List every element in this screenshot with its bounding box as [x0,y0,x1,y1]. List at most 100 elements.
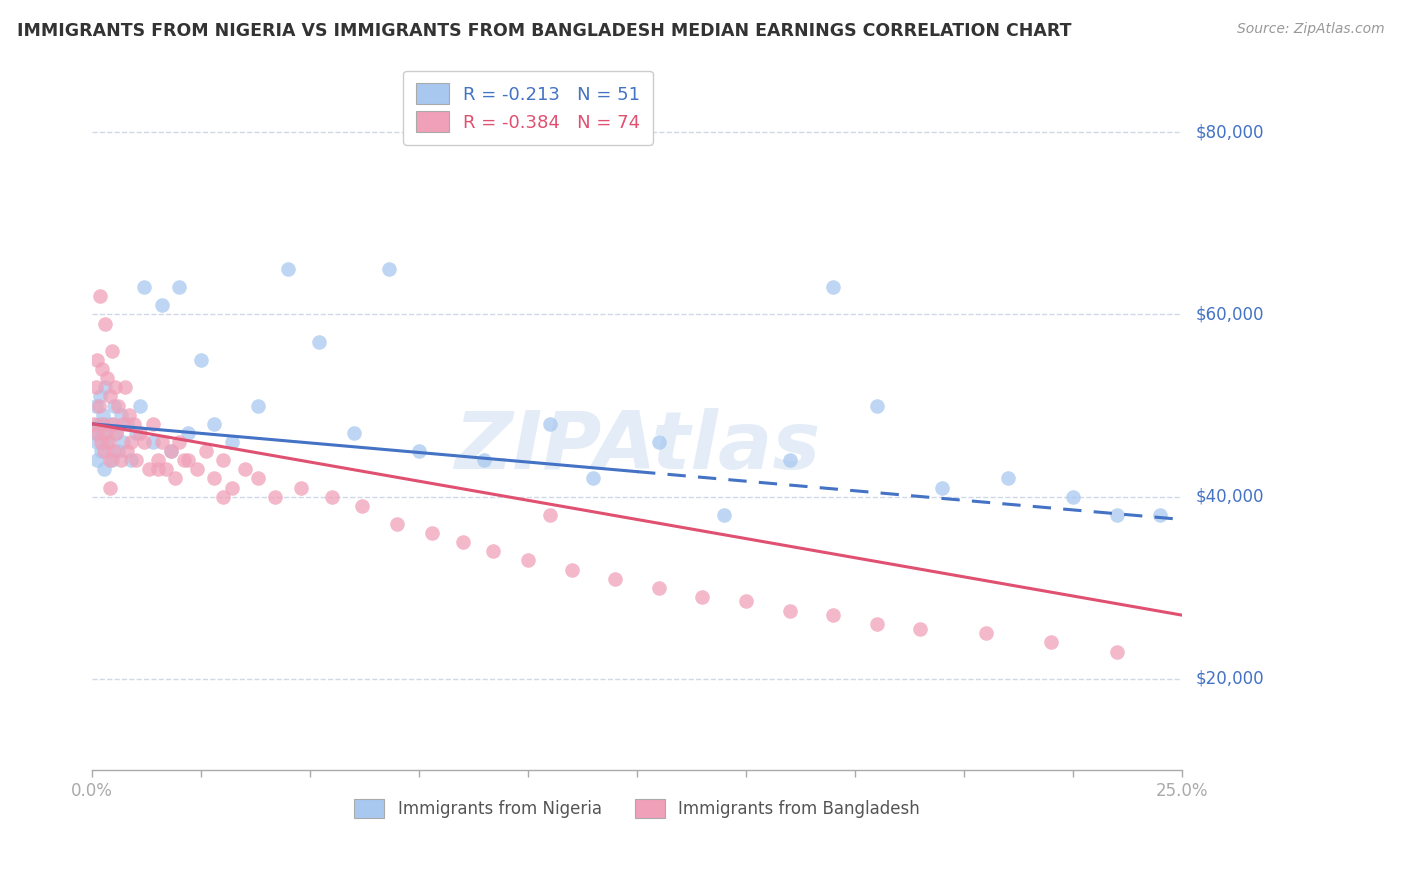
Point [134,280,156,294]
Point [105,425,128,440]
Point [177,453,200,467]
Point [451,535,474,549]
Point [142,435,165,450]
Point [93,444,115,458]
Point [138,462,160,476]
Point [387,516,409,531]
Point [83,425,105,440]
Point [605,572,627,586]
Point [120,435,142,450]
Point [111,435,134,450]
Point [186,462,208,476]
Point [84,399,107,413]
Point [97,435,120,450]
Point [101,417,124,431]
Point [352,499,374,513]
Point [125,453,148,467]
Point [125,425,148,440]
Point [177,425,200,440]
Point [474,453,496,467]
Point [111,417,134,431]
Point [582,471,605,485]
Point [107,399,129,413]
Text: $80,000: $80,000 [1197,123,1264,141]
Point [94,317,117,331]
Point [134,435,156,450]
Point [103,399,125,413]
Point [779,453,801,467]
Point [538,508,561,522]
Point [98,481,121,495]
Point [86,425,108,440]
Text: $20,000: $20,000 [1197,670,1264,688]
Point [159,444,181,458]
Point [146,453,169,467]
Point [974,626,997,640]
Point [221,481,243,495]
Point [866,399,889,413]
Text: $60,000: $60,000 [1197,305,1264,324]
Point [90,444,112,458]
Point [997,471,1019,485]
Point [377,262,399,277]
Point [212,453,235,467]
Text: Source: ZipAtlas.com: Source: ZipAtlas.com [1237,22,1385,37]
Point [89,389,111,403]
Point [420,526,443,541]
Point [142,417,165,431]
Point [648,435,671,450]
Point [823,280,845,294]
Point [118,408,141,422]
Point [90,362,112,376]
Point [264,490,287,504]
Point [87,399,110,413]
Point [931,481,953,495]
Point [1105,508,1128,522]
Point [90,425,112,440]
Point [96,435,118,450]
Point [94,380,117,394]
Point [91,408,114,422]
Point [110,453,132,467]
Point [173,453,195,467]
Point [221,435,243,450]
Point [246,399,269,413]
Text: IMMIGRANTS FROM NIGERIA VS IMMIGRANTS FROM BANGLADESH MEDIAN EARNINGS CORRELATIO: IMMIGRANTS FROM NIGERIA VS IMMIGRANTS FR… [17,22,1071,40]
Point [561,563,583,577]
Point [89,289,111,303]
Point [1040,635,1063,649]
Point [150,435,173,450]
Point [246,471,269,485]
Point [163,471,186,485]
Point [321,490,343,504]
Point [290,481,312,495]
Point [910,622,932,636]
Point [87,417,110,431]
Point [110,408,132,422]
Point [169,280,191,294]
Point [104,380,127,394]
Point [308,334,330,349]
Point [735,594,758,608]
Point [103,444,125,458]
Point [98,417,121,431]
Point [1149,508,1171,522]
Point [101,343,124,358]
Point [155,462,177,476]
Point [1105,644,1128,658]
Legend: Immigrants from Nigeria, Immigrants from Bangladesh: Immigrants from Nigeria, Immigrants from… [347,792,927,825]
Point [115,417,138,431]
Point [538,417,561,431]
Point [129,399,152,413]
Text: ZIPAtlas: ZIPAtlas [454,409,820,486]
Point [93,462,115,476]
Point [115,444,138,458]
Point [190,353,212,368]
Point [159,444,181,458]
Point [101,453,124,467]
Point [866,617,889,632]
Point [713,508,735,522]
Point [277,262,299,277]
Point [692,590,714,604]
Point [408,444,430,458]
